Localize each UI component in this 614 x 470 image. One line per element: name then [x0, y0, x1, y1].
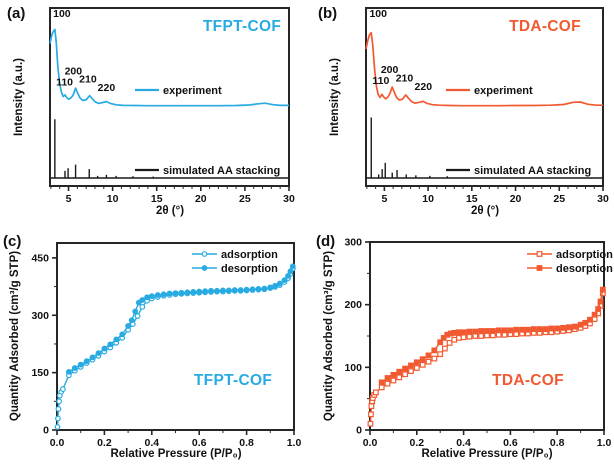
- legend-label-simulated: simulated AA stacking: [474, 165, 591, 177]
- chart-panel-c: 0.0 0.2 0.4 0.6 0.8 1.0 0 150 300 450 adsorption de…: [31, 242, 302, 449]
- plot-frame: [365, 7, 604, 187]
- legend-marker-desorption: [201, 265, 208, 271]
- x-tick-label: 0.4: [144, 437, 159, 449]
- simulated-sticks: [54, 119, 154, 178]
- plot-frame: [49, 7, 290, 187]
- x-tick-label: 25: [239, 193, 251, 205]
- simulated-sticks: [370, 117, 449, 178]
- panel-title-tda-xrd: TDA-COF: [509, 18, 581, 35]
- x-tick-label: 1.0: [287, 437, 302, 449]
- panel-title-tfpt-isotherm: TFPT-COF: [193, 372, 273, 389]
- legend-label-desorption: desorption: [556, 263, 613, 275]
- x-tick-label: 0.8: [239, 437, 254, 449]
- desorption-markers: [378, 286, 606, 386]
- x-tick-label: 30: [283, 193, 295, 205]
- panel-title-tda-isotherm: TDA-COF: [492, 372, 564, 389]
- legend-label-simulated: simulated AA stacking: [163, 165, 280, 177]
- x-axis-label-a: 2θ (°): [155, 205, 185, 217]
- x-tick-label: 30: [597, 193, 609, 205]
- x-tick-label: 0.4: [456, 437, 471, 449]
- y-ticks: 0 150 300 450: [31, 252, 57, 437]
- x-tick-label: 0.6: [192, 437, 207, 449]
- x-tick-label: 15: [466, 193, 478, 205]
- legend-label-adsorption: adsorption: [556, 249, 613, 261]
- x-tick-label: 5: [381, 193, 387, 205]
- y-tick-label: 450: [31, 252, 49, 264]
- experiment-curve: [365, 31, 603, 107]
- x-tick-label: 0.0: [363, 437, 378, 449]
- x-tick-label: 0.2: [409, 437, 424, 449]
- x-ticks: 5 10 15 20 25 30: [366, 186, 609, 205]
- x-ticks: 0.0 0.2 0.4 0.6 0.8 1.0: [363, 430, 612, 449]
- x-tick-label: 25: [553, 193, 565, 205]
- legend-label-experiment: experiment: [163, 85, 222, 97]
- y-ticks: 0 100 200 300: [344, 237, 370, 437]
- y-axis-label-a: Intensity (a.u.): [13, 58, 25, 136]
- x-tick-label: 1.0: [597, 437, 612, 449]
- peak-label-110: 110: [372, 75, 389, 87]
- desorption-markers: [65, 263, 296, 375]
- x-ticks: 5 10 15 20 25 30: [50, 186, 295, 205]
- legend-marker-adsorption: [201, 251, 208, 257]
- x-tick-label: 5: [66, 193, 72, 205]
- x-tick-label: 20: [195, 193, 207, 205]
- legend-label-adsorption: adsorption: [221, 249, 278, 261]
- peak-label-100: 100: [369, 8, 387, 20]
- x-tick-label: 15: [151, 193, 163, 205]
- x-tick-label: 20: [510, 193, 522, 205]
- panel-label-d: (d): [316, 233, 336, 250]
- peak-label-200: 200: [65, 65, 83, 77]
- peak-label-220: 220: [98, 82, 116, 94]
- chart-panel-d: 0.0 0.2 0.4 0.6 0.8 1.0 0 100 200 300 adsorption de…: [344, 237, 613, 450]
- x-axis-label-c: Relative Pressure (P/P₀): [110, 448, 242, 460]
- x-tick-label: 0.6: [503, 437, 518, 449]
- x-ticks: 0.0 0.2 0.4 0.6 0.8 1.0: [50, 430, 302, 449]
- legend-label-desorption: desorption: [221, 263, 278, 275]
- peak-label-210: 210: [79, 73, 97, 85]
- y-axis-label-c: Quantity Adsorbed (cm³/g STP): [9, 250, 21, 422]
- x-axis-label-d: Relative Pressure (P/P₀): [421, 448, 553, 460]
- y-tick-label: 0: [356, 425, 362, 437]
- y-tick-label: 200: [344, 299, 362, 311]
- x-tick-label: 10: [422, 193, 434, 205]
- y-tick-label: 300: [31, 310, 49, 322]
- desorption-curve: [68, 265, 294, 373]
- peak-label-100: 100: [53, 8, 71, 20]
- x-tick-label: 10: [107, 193, 119, 205]
- adsorption-curve: [369, 293, 604, 424]
- legend-marker-desorption: [536, 265, 543, 271]
- legend-marker-adsorption: [536, 251, 543, 257]
- x-tick-label: 0.2: [97, 437, 112, 449]
- x-tick-label: 0.8: [550, 437, 565, 449]
- adsorption-markers: [367, 290, 606, 427]
- panel-title-tfpt-xrd: TFPT-COF: [202, 18, 282, 35]
- legend-label-experiment: experiment: [474, 85, 533, 97]
- x-axis-label-b: 2θ (°): [470, 205, 500, 217]
- peak-label-220: 220: [415, 81, 433, 93]
- peak-label-110: 110: [56, 76, 73, 88]
- experiment-curve: [49, 28, 289, 107]
- peak-label-200: 200: [381, 64, 399, 76]
- y-tick-label: 150: [31, 367, 49, 379]
- x-tick-label: 0.0: [50, 437, 65, 449]
- panel-label-b: (b): [318, 5, 338, 22]
- y-tick-label: 100: [344, 362, 362, 374]
- panel-label-a: (a): [7, 5, 26, 22]
- panel-label-c: (c): [3, 233, 22, 250]
- y-tick-label: 0: [43, 425, 49, 437]
- y-axis-label-b: Intensity (a.u.): [329, 58, 341, 136]
- y-axis-label-d: Quantity Adsorbed (cm³/g STP): [323, 250, 335, 422]
- peak-label-210: 210: [396, 72, 414, 84]
- y-tick-label: 300: [344, 237, 362, 249]
